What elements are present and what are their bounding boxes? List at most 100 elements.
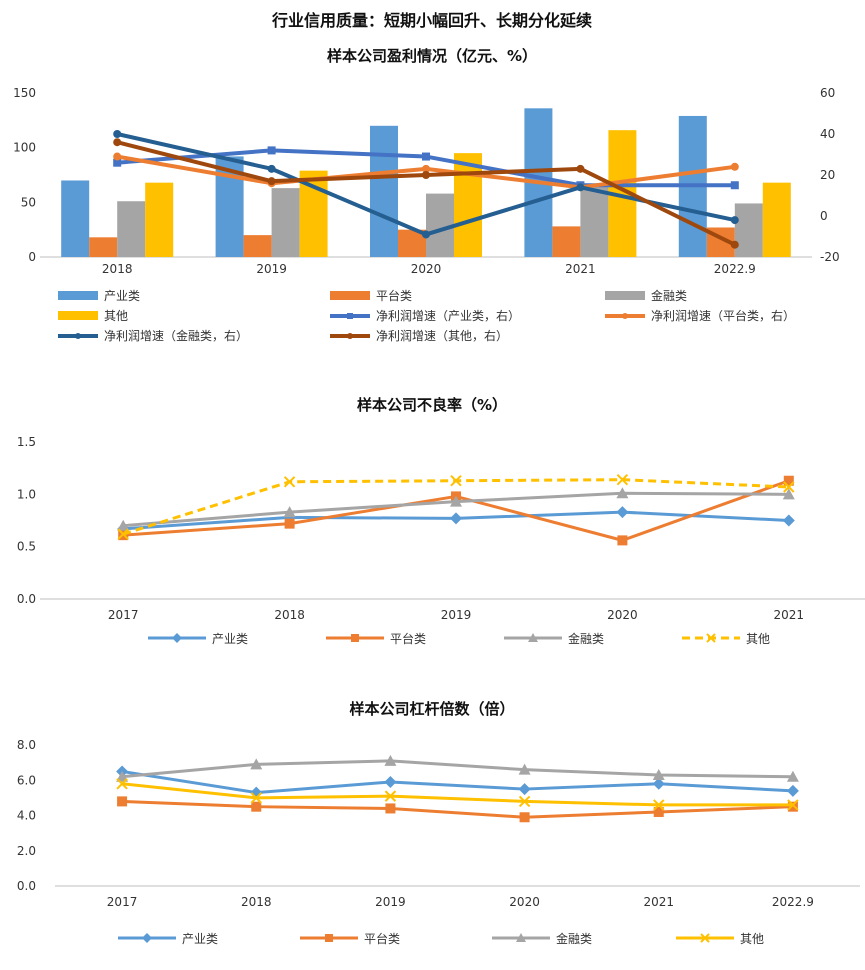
series-point-3 <box>250 792 262 804</box>
x-tick-label: 2018 <box>102 262 133 276</box>
legend-marker <box>706 633 716 643</box>
series-line-1 <box>123 479 790 542</box>
series-point-1 <box>284 518 295 529</box>
bar-1 <box>243 235 272 257</box>
series-point-0 <box>384 776 397 789</box>
growth-point-2 <box>113 130 122 138</box>
y-tick-label: 50 <box>21 195 36 209</box>
series-point-1 <box>519 812 530 823</box>
legend-label: 产业类 <box>212 632 248 646</box>
legend-marker <box>622 313 628 319</box>
series-point-1 <box>385 803 396 814</box>
growth-point-2 <box>730 216 739 225</box>
y-tick-label: 8.0 <box>17 738 36 752</box>
growth-point-1 <box>730 162 739 171</box>
y-tick-label: 0.0 <box>17 879 36 893</box>
series-line-2 <box>121 759 793 779</box>
legend-swatch <box>58 291 98 300</box>
legend-marker <box>75 333 81 339</box>
legend-label: 其他 <box>740 932 764 946</box>
growth-point-2 <box>422 230 430 239</box>
legend-marker <box>172 633 182 643</box>
bar-2 <box>734 203 763 257</box>
bar-2 <box>271 188 300 257</box>
series-point-2 <box>117 519 130 531</box>
growth-point-2 <box>576 183 585 192</box>
bar-3 <box>454 153 482 257</box>
growth-point-3 <box>113 138 122 147</box>
series-point-3 <box>653 799 665 811</box>
legend-label: 平台类 <box>364 931 400 946</box>
legend-marker <box>700 933 710 943</box>
y2-tick-label: 60 <box>820 86 835 100</box>
x-tick-label: 2021 <box>774 608 805 622</box>
y-tick-label: 100 <box>13 141 36 155</box>
bar-2 <box>117 201 146 257</box>
x-tick-label: 2022.9 <box>772 895 814 909</box>
x-tick-label: 2020 <box>411 262 442 276</box>
x-tick-label: 2021 <box>643 895 674 909</box>
bar-1 <box>552 226 581 257</box>
legend-label: 平台类 <box>390 631 426 646</box>
legend-label: 其他 <box>746 632 770 646</box>
legend-marker <box>347 333 353 339</box>
y2-tick-label: 20 <box>820 168 835 182</box>
main-title: 行业信用质量：短期小幅回升、长期分化延续 <box>271 11 592 30</box>
series-point-0 <box>786 784 799 797</box>
y-tick-label: 0.0 <box>17 592 36 606</box>
series-point-0 <box>616 506 629 519</box>
series-point-3 <box>450 475 462 487</box>
growth-point-0 <box>113 158 122 167</box>
legend-marker <box>516 933 526 942</box>
series-point-1 <box>617 535 628 546</box>
y2-tick-label: -20 <box>820 250 840 264</box>
x-tick-label: 2018 <box>274 608 305 622</box>
growth-point-0 <box>730 181 739 190</box>
legend-swatch <box>605 291 645 300</box>
y-tick-label: 150 <box>13 86 36 100</box>
series-point-2 <box>786 770 799 782</box>
bar-0 <box>61 180 90 257</box>
x-tick-label: 2021 <box>565 262 596 276</box>
series-point-2 <box>652 768 665 780</box>
series-point-3 <box>117 528 129 540</box>
growth-point-2 <box>267 164 276 173</box>
bar-2 <box>580 187 609 257</box>
series-point-0 <box>518 783 531 796</box>
npl-chart: 样本公司不良率（%） 0.0 0.5 1.0 1.5 2017 2018 2019 2020 2… <box>17 396 865 646</box>
series-line-0 <box>121 769 793 795</box>
series-point-2 <box>450 495 462 507</box>
y-tick-label: 0.5 <box>17 540 36 554</box>
x-tick-label: 2017 <box>108 608 139 622</box>
growth-point-3 <box>576 164 585 173</box>
legend-label: 金融类 <box>568 631 604 646</box>
legend-label: 产业类 <box>104 289 140 303</box>
x-tick-label: 2019 <box>375 895 406 909</box>
series-point-1 <box>787 801 798 812</box>
legend-label: 净利润增速（产业类，右） <box>376 308 520 323</box>
bar-1 <box>89 237 118 257</box>
series-point-2 <box>116 770 129 782</box>
legend-label: 金融类 <box>556 931 592 946</box>
legend-marker <box>142 933 152 943</box>
series-point-2 <box>616 487 629 499</box>
growth-point-3 <box>267 177 276 186</box>
y-tick-label: 2.0 <box>17 844 36 858</box>
series-point-1 <box>251 801 262 812</box>
legend-marker <box>325 934 333 942</box>
growth-point-3 <box>730 240 739 249</box>
leverage-chart: 样本公司杠杆倍数（倍） 0.0 2.0 4.0 6.0 8.0 2017 2018 2019 2… <box>17 700 860 946</box>
bar-3 <box>145 182 174 257</box>
series-point-2 <box>782 488 795 500</box>
series-line-1 <box>122 799 793 819</box>
legend-swatch <box>330 291 370 300</box>
series-point-1 <box>783 475 794 486</box>
y-tick-label: 1.5 <box>17 435 36 449</box>
series-point-1 <box>653 806 664 817</box>
series-point-2 <box>283 506 296 518</box>
legend-marker <box>351 634 359 642</box>
x-tick-label: 2019 <box>256 262 287 276</box>
legend-label: 净利润增速（其他，右） <box>376 328 508 343</box>
profit-chart-title: 样本公司盈利情况（亿元、%） <box>327 47 537 65</box>
